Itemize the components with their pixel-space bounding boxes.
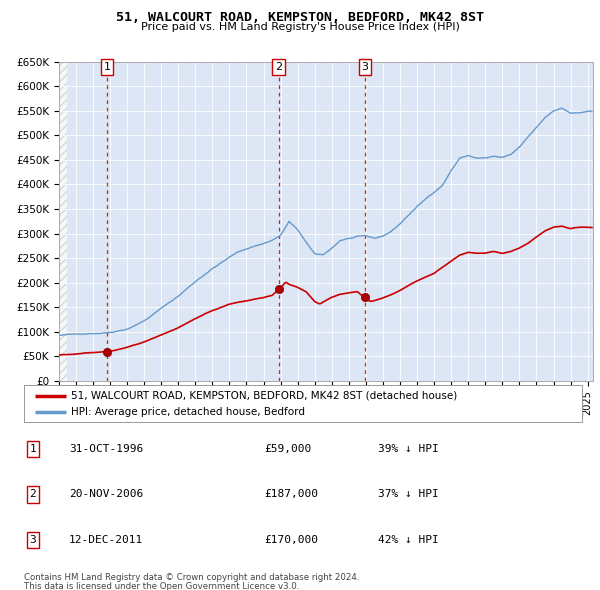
Text: 20-NOV-2006: 20-NOV-2006 [69,490,143,499]
Text: £187,000: £187,000 [264,490,318,499]
Text: 2: 2 [275,62,282,72]
Text: £59,000: £59,000 [264,444,311,454]
Text: 3: 3 [362,62,368,72]
Text: Price paid vs. HM Land Registry's House Price Index (HPI): Price paid vs. HM Land Registry's House … [140,22,460,32]
Text: 2: 2 [29,490,37,499]
Text: 51, WALCOURT ROAD, KEMPSTON, BEDFORD, MK42 8ST (detached house): 51, WALCOURT ROAD, KEMPSTON, BEDFORD, MK… [71,391,458,401]
Text: 3: 3 [29,535,37,545]
Text: 42% ↓ HPI: 42% ↓ HPI [378,535,439,545]
Text: 1: 1 [104,62,110,72]
Text: £170,000: £170,000 [264,535,318,545]
Text: 39% ↓ HPI: 39% ↓ HPI [378,444,439,454]
Text: HPI: Average price, detached house, Bedford: HPI: Average price, detached house, Bedf… [71,407,305,417]
Text: 37% ↓ HPI: 37% ↓ HPI [378,490,439,499]
Text: 12-DEC-2011: 12-DEC-2011 [69,535,143,545]
Text: 51, WALCOURT ROAD, KEMPSTON, BEDFORD, MK42 8ST: 51, WALCOURT ROAD, KEMPSTON, BEDFORD, MK… [116,11,484,24]
Text: 31-OCT-1996: 31-OCT-1996 [69,444,143,454]
Text: Contains HM Land Registry data © Crown copyright and database right 2024.: Contains HM Land Registry data © Crown c… [24,573,359,582]
Bar [59,62,67,381]
Text: This data is licensed under the Open Government Licence v3.0.: This data is licensed under the Open Gov… [24,582,299,590]
Text: 1: 1 [29,444,37,454]
